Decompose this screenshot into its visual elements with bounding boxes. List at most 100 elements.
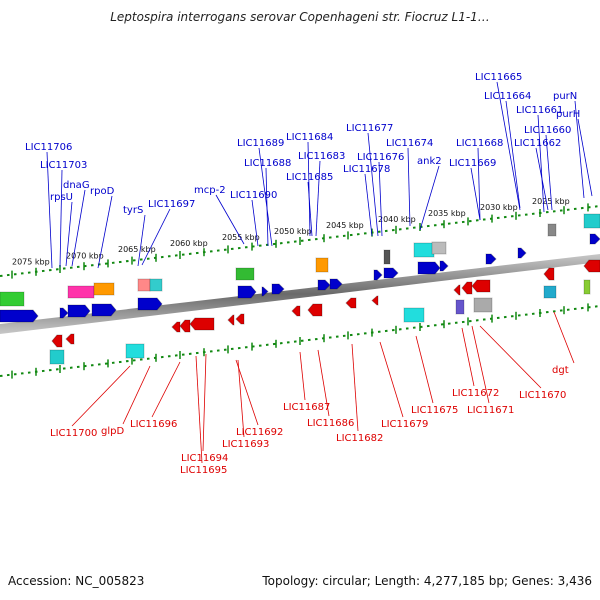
homology-block — [93, 282, 115, 296]
kbp-label: 2070 kbp — [66, 251, 104, 260]
gene-label: LIC11695 — [180, 465, 227, 476]
homology-block — [315, 257, 329, 273]
reverse-gene-arrow — [471, 279, 491, 293]
leader-line — [367, 132, 379, 237]
reverse-gene-arrow — [307, 303, 323, 317]
map-title: Leptospira interrogans serovar Copenhage… — [110, 10, 490, 24]
reverse-gene-arrow — [171, 321, 181, 333]
gene-label: LIC11697 — [148, 199, 195, 210]
gene-label: LIC11679 — [381, 419, 428, 430]
gene-label: glpD — [101, 426, 124, 437]
leader-line — [470, 167, 481, 221]
leader-line — [195, 355, 203, 464]
homology-block — [547, 223, 557, 237]
gene-label: dgt — [552, 365, 569, 376]
gene-label: LIC11676 — [357, 152, 404, 163]
leader-line — [141, 208, 171, 266]
leader-line — [407, 147, 411, 227]
kbp-label: 2065 kbp — [118, 245, 156, 254]
gene-label: LIC11661 — [516, 105, 563, 116]
leader-line — [307, 181, 313, 237]
forward-gene-arrow — [317, 279, 331, 291]
gene-label: LIC11664 — [484, 91, 531, 102]
gene-label: LIC11678 — [343, 164, 390, 175]
leader-line — [97, 195, 113, 269]
leader-line — [379, 341, 404, 418]
leader-line — [299, 351, 306, 401]
gene-label: rpsU — [50, 192, 73, 203]
leader-line — [265, 167, 269, 247]
forward-gene-arrow — [417, 261, 441, 275]
homology-block — [383, 249, 391, 265]
leader-line — [258, 147, 273, 247]
reverse-gene-arrow — [235, 313, 245, 325]
leader-line — [351, 343, 359, 432]
backbone — [0, 254, 600, 334]
forward-gene-arrow — [237, 285, 257, 299]
lower-ruler — [0, 303, 598, 379]
gene-label: purN — [553, 91, 577, 102]
reverse-gene-arrow — [453, 284, 461, 296]
gene-label: LIC11670 — [519, 390, 566, 401]
leader-line — [537, 114, 545, 213]
reverse-gene-arrow — [583, 259, 600, 273]
upper-ruler: 2075 kbp 2070 kbp 2065 kbp 2060 kbp 2055 kbp… — [0, 197, 598, 279]
gene-features — [0, 213, 600, 365]
gene-label: rpoD — [90, 186, 115, 197]
leader-line — [461, 327, 475, 387]
leader-line — [574, 100, 585, 199]
leader-line — [317, 349, 330, 417]
reverse-gene-arrow — [65, 333, 75, 345]
leader-line — [471, 325, 490, 404]
gene-label: LIC11703 — [40, 160, 87, 171]
leader-line — [46, 151, 53, 269]
homology-block — [455, 299, 465, 315]
leader-line — [71, 189, 86, 267]
gene-label: LIC11693 — [222, 439, 269, 450]
gene-label: LIC11662 — [514, 138, 561, 149]
leader-lines — [46, 81, 593, 464]
gene-label: LIC11660 — [524, 125, 571, 136]
leader-line — [577, 118, 593, 197]
leader-line — [202, 353, 207, 452]
leader-line — [545, 134, 553, 211]
gene-label: LIC11689 — [237, 138, 284, 149]
kbp-label: 2050 kbp — [274, 227, 312, 236]
homology-block — [413, 242, 435, 258]
gene-label: LIC11665 — [475, 72, 522, 83]
reverse-gene-arrow — [291, 305, 301, 317]
reverse-gene-arrow — [179, 319, 191, 333]
gene-label: LIC11688 — [244, 158, 291, 169]
gene-label: LIC11675 — [411, 405, 458, 416]
forward-gene-arrow — [485, 253, 497, 265]
gene-label: LIC11690 — [230, 190, 277, 201]
leader-line — [505, 100, 521, 209]
gene-label: ank2 — [417, 156, 442, 167]
forward-gene-arrow — [329, 278, 343, 290]
homology-block — [125, 343, 145, 359]
leader-line — [59, 169, 63, 268]
gene-label: tyrS — [123, 205, 143, 216]
gene-label: LIC11706 — [25, 142, 72, 153]
gene-label: LIC11684 — [286, 132, 333, 143]
forward-gene-arrow — [271, 283, 285, 295]
forward-gene-arrow — [589, 233, 600, 245]
leader-line — [307, 141, 311, 237]
gene-label: purH — [556, 109, 580, 120]
leader-line — [364, 173, 373, 237]
forward-gene-arrow — [439, 260, 449, 272]
leader-line — [496, 81, 521, 211]
leader-line — [378, 161, 383, 237]
gene-label: LIC11694 — [181, 453, 228, 464]
forward-gene-arrow — [59, 307, 69, 319]
accession: Accession: NC_005823 — [8, 574, 145, 588]
leader-line — [315, 160, 321, 237]
gene-label: LIC11668 — [456, 138, 503, 149]
leader-line — [122, 365, 151, 425]
forward-gene-arrow — [383, 267, 399, 279]
leader-line — [419, 165, 440, 231]
homology-block — [403, 307, 425, 323]
forward-gene-arrow — [261, 286, 269, 297]
leader-line — [479, 325, 542, 389]
